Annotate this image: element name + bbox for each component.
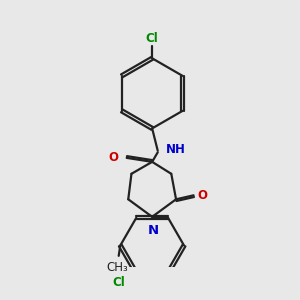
- Text: N: N: [148, 224, 159, 237]
- Text: O: O: [109, 152, 119, 164]
- Text: Cl: Cl: [112, 276, 125, 289]
- Text: O: O: [198, 189, 208, 202]
- Text: Cl: Cl: [146, 32, 158, 45]
- Text: NH: NH: [166, 142, 186, 156]
- Text: CH₃: CH₃: [106, 261, 128, 274]
